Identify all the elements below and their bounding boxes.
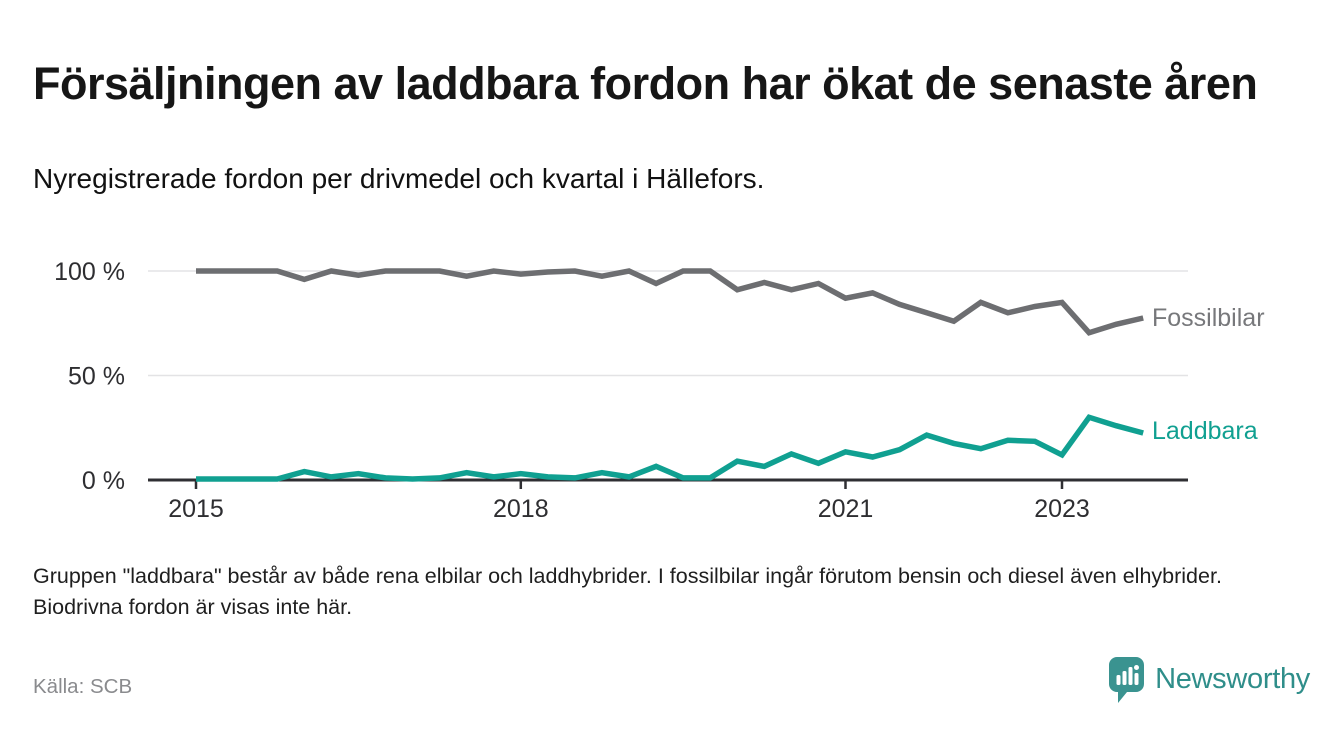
y-axis-label: 50 % <box>68 363 125 391</box>
y-axis-label: 0 % <box>82 467 125 495</box>
newsworthy-logo: Newsworthy <box>1108 656 1310 710</box>
newsworthy-wordmark: Newsworthy <box>1155 663 1310 695</box>
chart-subtitle: Nyregistrerade fordon per drivmedel och … <box>33 163 765 194</box>
line-chart: 100 % 50 % 0 % 2015 2018 2021 2023 Fossilbilar… <box>0 240 1340 530</box>
series-line-laddbara <box>196 414 1144 482</box>
x-axis-label: 2015 <box>168 495 224 523</box>
x-axis-label: 2021 <box>818 495 874 523</box>
chart-canvas: 100 % 50 % 0 % 2015 2018 2021 2023 <box>54 258 1188 523</box>
x-axis-label: 2018 <box>493 495 549 523</box>
y-axis-label: 100 % <box>54 258 125 286</box>
series-label-laddbara: Laddbara <box>1152 417 1258 445</box>
x-axis-label: 2023 <box>1034 495 1090 523</box>
page-title: Försäljningen av laddbara fordon har öka… <box>33 58 1258 110</box>
newsworthy-pin-icon <box>1108 656 1145 710</box>
source-credit: Källa: SCB <box>33 675 133 698</box>
series-line-fossilbilar <box>196 268 1144 336</box>
series-label-fossilbilar: Fossilbilar <box>1152 304 1265 332</box>
chart-footnote: Gruppen "laddbara" består av både rena e… <box>33 564 1222 619</box>
